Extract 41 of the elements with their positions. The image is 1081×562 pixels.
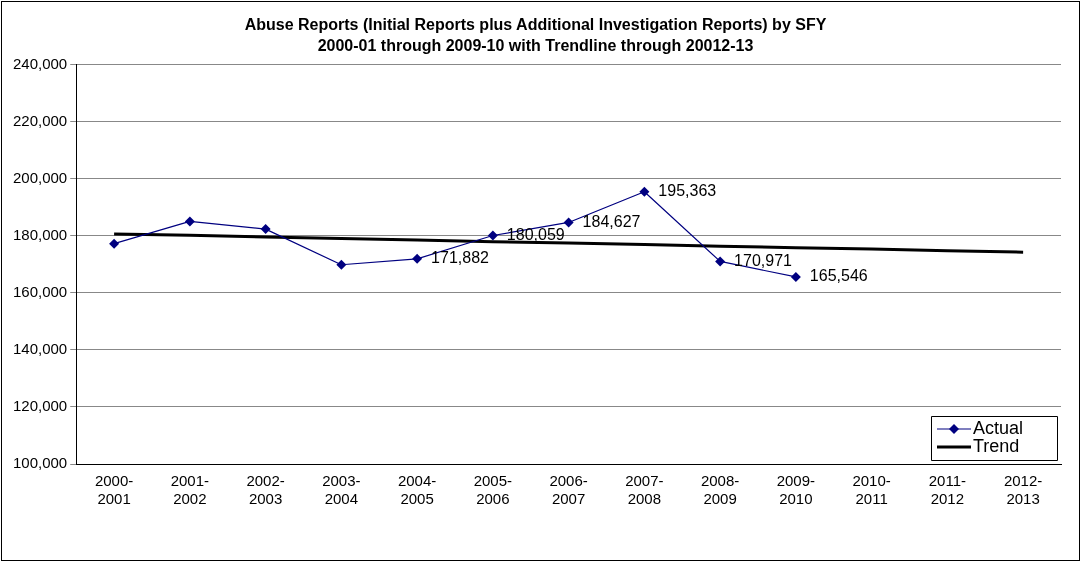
data-label: 171,882 bbox=[431, 249, 490, 267]
x-tick-label: 2007-2008 bbox=[625, 472, 664, 508]
point bbox=[639, 186, 650, 197]
point bbox=[563, 217, 574, 228]
x-tick-label: 2011-2012 bbox=[928, 472, 966, 508]
point bbox=[715, 256, 726, 267]
y-tick-label: 100,000 bbox=[12, 454, 68, 472]
data-label: 170,971 bbox=[734, 251, 793, 269]
legend-label: Actual bbox=[973, 417, 1024, 438]
chart-subtitle: 2000-01 through 2009-10 with Trendline through 20012-13 bbox=[317, 37, 754, 55]
x-tick-label: 2008-2009 bbox=[700, 472, 740, 508]
data-label: 165,546 bbox=[809, 267, 868, 285]
x-tick-label: 2010-2011 bbox=[852, 472, 891, 508]
x-tick-label: 2006-2007 bbox=[549, 472, 588, 508]
legend-label: Trend bbox=[973, 435, 1020, 456]
y-tick-label: 180,000 bbox=[12, 225, 68, 243]
y-tick-label: 200,000 bbox=[12, 168, 68, 186]
point bbox=[790, 271, 801, 282]
point bbox=[109, 238, 120, 249]
x-tick-label: 2001-2002 bbox=[170, 472, 210, 508]
x-tick-label: 2004-2005 bbox=[397, 472, 437, 508]
point bbox=[412, 253, 423, 264]
x-tick-label: 2003-2004 bbox=[322, 472, 361, 508]
x-tick-label: 2012-2013 bbox=[1003, 472, 1043, 508]
data-label: 184,627 bbox=[582, 212, 641, 230]
y-tick-label: 120,000 bbox=[12, 397, 68, 415]
x-tick-label: 2002-2003 bbox=[246, 472, 285, 508]
data-label: 180,059 bbox=[506, 225, 565, 243]
chart-title: Abuse Reports (Initial Reports plus Additional Investigation Reports) by SFY bbox=[244, 16, 827, 34]
point bbox=[487, 230, 498, 241]
point bbox=[336, 259, 347, 270]
x-tick-label: 2009-2010 bbox=[776, 472, 816, 508]
y-tick-label: 220,000 bbox=[12, 111, 68, 129]
data-label: 195,363 bbox=[658, 182, 717, 200]
y-tick-label: 140,000 bbox=[12, 339, 68, 357]
point bbox=[184, 216, 195, 227]
x-tick-label: 2005-2006 bbox=[473, 472, 513, 508]
x-tick-label: 2000-2001 bbox=[94, 472, 134, 508]
y-tick-label: 160,000 bbox=[12, 282, 68, 300]
y-tick-label: 240,000 bbox=[12, 54, 68, 72]
point bbox=[260, 224, 271, 235]
